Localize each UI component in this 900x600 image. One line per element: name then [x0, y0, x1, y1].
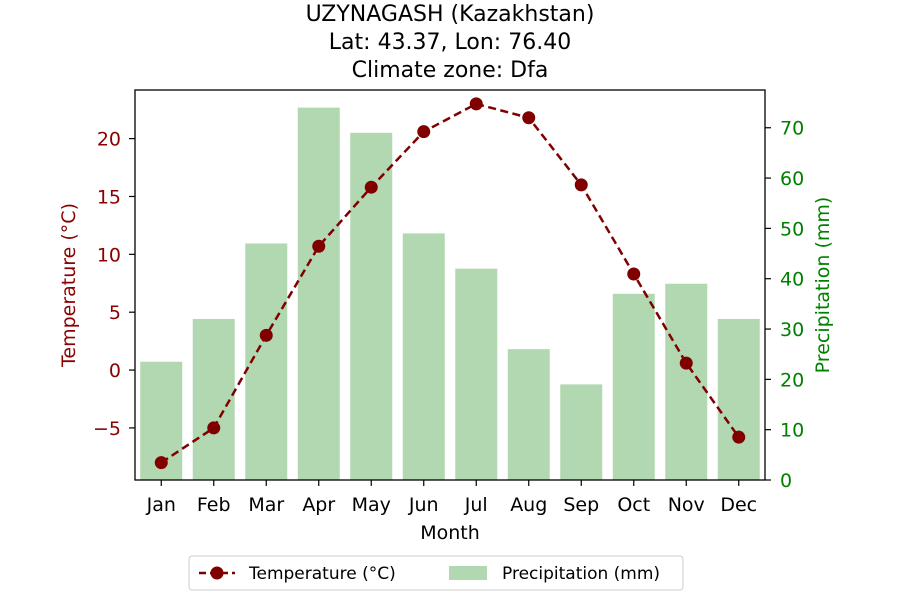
- chart-title-line-2: Lat: 43.37, Lon: 76.40: [329, 30, 571, 55]
- legend-temperature-marker: [210, 566, 224, 580]
- x-tick-label: Jun: [408, 494, 439, 516]
- chart-title-line-3: Climate zone: Dfa: [352, 58, 549, 83]
- y-right-axis: 0 10 20 30 40 50 60 70: [765, 118, 804, 492]
- temp-point-nov: [679, 356, 693, 370]
- temp-point-jan: [154, 456, 168, 470]
- precip-bar-feb: [192, 318, 235, 480]
- legend-precipitation-label: Precipitation (mm): [502, 564, 660, 584]
- precip-bar-jun: [402, 233, 445, 480]
- y-left-tick-label: −5: [93, 418, 121, 440]
- temp-point-jun: [417, 125, 431, 139]
- temp-point-jul: [469, 97, 483, 111]
- y-right-tick-label: 10: [780, 420, 804, 442]
- x-tick-label: Dec: [720, 494, 757, 516]
- temperature-series: [154, 97, 746, 470]
- legend: Temperature (°C) Precipitation (mm): [188, 555, 684, 591]
- y-right-tick-label: 20: [780, 369, 804, 391]
- precip-bar-aug: [507, 349, 550, 480]
- y-left-tick-label: 0: [109, 360, 121, 382]
- y-left-axis: −5 0 5 10 15 20: [93, 129, 135, 440]
- temp-point-feb: [207, 421, 221, 435]
- precipitation-bars: [140, 107, 760, 480]
- x-tick-label: Jan: [146, 494, 176, 516]
- y-right-tick-label: 70: [780, 118, 804, 140]
- x-tick-label: Nov: [668, 494, 705, 516]
- x-tick-label: Aug: [510, 494, 547, 516]
- temp-point-dec: [732, 430, 746, 444]
- x-axis: Jan Feb Mar Apr May Jun Jul Aug Sep Oct Nov Dec: [146, 480, 757, 516]
- temp-point-oct: [627, 267, 641, 281]
- y-right-axis-label: Precipitation (mm): [812, 197, 834, 374]
- x-tick-label: May: [352, 494, 391, 516]
- temp-point-mar: [259, 328, 273, 342]
- y-right-tick-label: 0: [780, 470, 792, 492]
- temp-point-apr: [312, 239, 326, 253]
- y-left-tick-label: 5: [109, 302, 121, 324]
- temp-point-sep: [574, 178, 588, 192]
- x-axis-label: Month: [420, 522, 480, 544]
- precip-bar-dec: [717, 318, 760, 480]
- precip-bar-apr: [297, 107, 340, 480]
- y-right-tick-label: 60: [780, 168, 804, 190]
- x-tick-label: Mar: [248, 494, 284, 516]
- temp-point-aug: [522, 111, 536, 125]
- legend-precipitation-patch: [449, 566, 487, 580]
- x-tick-label: Jul: [464, 494, 488, 516]
- y-left-tick-label: 15: [97, 186, 121, 208]
- plot-frame: [134, 89, 766, 481]
- y-left-tick-label: 10: [97, 244, 121, 266]
- y-left-tick-label: 20: [97, 129, 121, 151]
- x-tick-label: Sep: [563, 494, 599, 516]
- precip-bar-oct: [612, 293, 655, 480]
- precip-bar-sep: [560, 384, 603, 480]
- legend-temperature-label: Temperature (°C): [248, 564, 396, 584]
- chart-title-line-1: UZYNAGASH (Kazakhstan): [306, 2, 595, 27]
- temp-point-may: [364, 180, 378, 194]
- y-right-tick-label: 30: [780, 319, 804, 341]
- legend-box: [188, 555, 684, 591]
- precip-bar-jul: [455, 268, 498, 480]
- y-right-tick-label: 40: [780, 269, 804, 291]
- x-tick-label: Apr: [302, 494, 335, 516]
- x-tick-label: Oct: [617, 494, 650, 516]
- y-right-tick-label: 50: [780, 218, 804, 240]
- y-left-axis-label: Temperature (°C): [58, 203, 80, 368]
- temperature-line: [160, 102, 740, 464]
- x-tick-label: Feb: [197, 494, 231, 516]
